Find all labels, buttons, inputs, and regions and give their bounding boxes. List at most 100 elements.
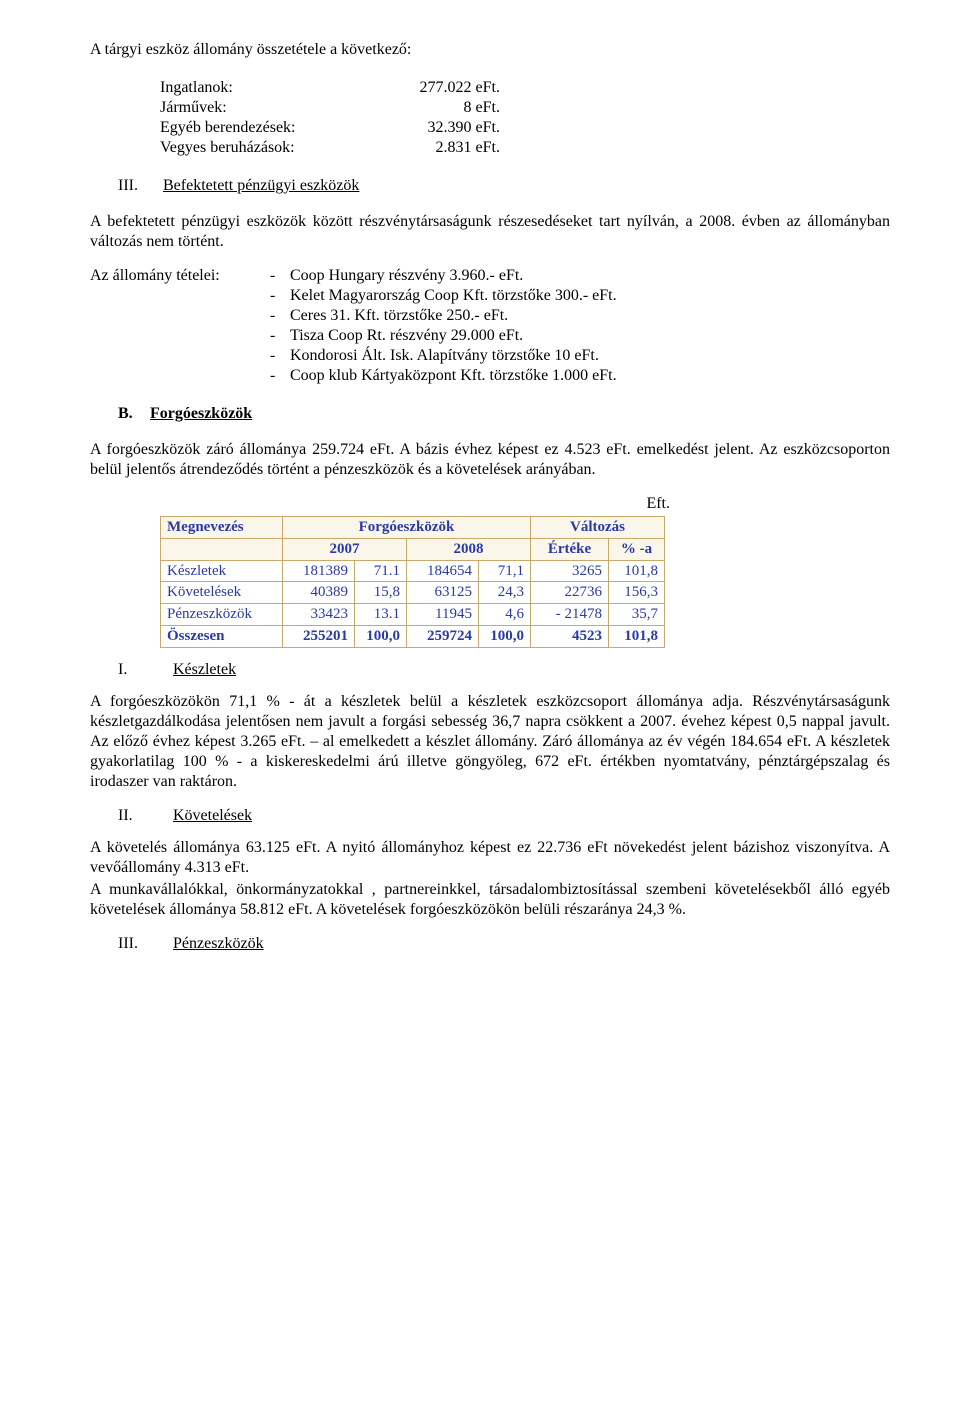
table-cell: 71.1 [355, 560, 407, 582]
asset-label: Egyéb berendezések: [160, 118, 360, 138]
row-name: Összesen [161, 625, 283, 647]
holding-lead [90, 286, 270, 306]
current-assets-paragraph: A forgóeszközök záró állománya 259.724 e… [90, 440, 890, 480]
table-header [161, 538, 283, 560]
asset-value: 32.390 eFt. [360, 118, 500, 138]
table-cell: 101,8 [609, 625, 665, 647]
dash-icon: - [270, 266, 282, 286]
section-number: III. [118, 176, 163, 196]
holding-lead [90, 326, 270, 346]
asset-row: Járművek:8 eFt. [160, 98, 890, 118]
asset-value: 277.022 eFt. [360, 78, 500, 98]
section-title: Forgóeszközök [150, 405, 252, 422]
table-header: 2008 [407, 538, 531, 560]
section-title: Pénzeszközök [173, 934, 264, 954]
table-cell: 156,3 [609, 582, 665, 604]
table-cell: 11945 [407, 604, 479, 626]
table-cell: 259724 [407, 625, 479, 647]
section-i-heading: I. Készletek [90, 660, 890, 680]
table-header: Forgóeszközök [283, 517, 531, 539]
section-number: II. [118, 806, 173, 826]
holdings-list: Az állomány tételei:-Coop Hungary részvé… [90, 266, 890, 386]
table-cell: 15,8 [355, 582, 407, 604]
asset-row: Ingatlanok:277.022 eFt. [160, 78, 890, 98]
holding-row: -Coop klub Kártyaközpont Kft. törzstőke … [90, 366, 890, 386]
section-iii2-heading: III. Pénzeszközök [90, 934, 890, 954]
holding-lead [90, 306, 270, 326]
holding-text: Tisza Coop Rt. részvény 29.000 eFt. [282, 326, 890, 346]
table-cell: 40389 [283, 582, 355, 604]
asset-value: 8 eFt. [360, 98, 500, 118]
table-cell: 3265 [531, 560, 609, 582]
asset-label: Ingatlanok: [160, 78, 360, 98]
table-cell: 4,6 [479, 604, 531, 626]
table-cell: 181389 [283, 560, 355, 582]
holding-text: Coop klub Kártyaközpont Kft. törzstőke 1… [282, 366, 890, 386]
intro-paragraph: A tárgyi eszköz állomány összetétele a k… [90, 40, 890, 60]
row-name: Pénzeszközök [161, 604, 283, 626]
holding-row: -Kondorosi Ált. Isk. Alapítvány törzstők… [90, 346, 890, 366]
holding-lead: Az állomány tételei: [90, 266, 270, 286]
row-name: Követelések [161, 582, 283, 604]
table-cell: 22736 [531, 582, 609, 604]
dash-icon: - [270, 286, 282, 306]
row-name: Készletek [161, 560, 283, 582]
section-ii-heading: II. Követelések [90, 806, 890, 826]
dash-icon: - [270, 306, 282, 326]
inventory-paragraph: A forgóeszközökön 71,1 % - át a készlete… [90, 692, 890, 792]
dash-icon: - [270, 346, 282, 366]
table-cell: 35,7 [609, 604, 665, 626]
holding-row: -Ceres 31. Kft. törzstőke 250.- eFt. [90, 306, 890, 326]
table-row: Összesen255201100,0259724100,04523101,8 [161, 625, 665, 647]
table-cell: 100,0 [355, 625, 407, 647]
table-row: Készletek18138971.118465471,13265101,8 [161, 560, 665, 582]
asset-row: Vegyes beruházások:2.831 eFt. [160, 138, 890, 158]
section-iii-heading: III. Befektetett pénzügyi eszközök [90, 176, 890, 196]
holding-row: Az állomány tételei:-Coop Hungary részvé… [90, 266, 890, 286]
current-assets-table: MegnevezésForgóeszközökVáltozás20072008É… [160, 516, 665, 648]
holding-lead [90, 366, 270, 386]
asset-value: 2.831 eFt. [360, 138, 500, 158]
table-header: Változás [531, 517, 665, 539]
holding-text: Kelet Magyarország Coop Kft. törzstőke 3… [282, 286, 890, 306]
receivables-paragraph-1: A követelés állománya 63.125 eFt. A nyit… [90, 838, 890, 878]
table-cell: 63125 [407, 582, 479, 604]
table-cell: 24,3 [479, 582, 531, 604]
table-header: 2007 [283, 538, 407, 560]
holding-text: Kondorosi Ált. Isk. Alapítvány törzstőke… [282, 346, 890, 366]
eft-unit-label: Eft. [90, 494, 890, 514]
table-cell: 101,8 [609, 560, 665, 582]
dash-icon: - [270, 326, 282, 346]
asset-list: Ingatlanok:277.022 eFt.Járművek:8 eFt.Eg… [90, 78, 890, 158]
section-letter: B. [118, 404, 146, 424]
table-header: Megnevezés [161, 517, 283, 539]
table-cell: 4523 [531, 625, 609, 647]
asset-row: Egyéb berendezések:32.390 eFt. [160, 118, 890, 138]
table-cell: 71,1 [479, 560, 531, 582]
section-title: Követelések [173, 806, 252, 826]
receivables-paragraph-2: A munkavállalókkal, önkormányzatokkal , … [90, 880, 890, 920]
section-title: Befektetett pénzügyi eszközök [163, 176, 359, 196]
table-row: Pénzeszközök3342313.1119454,6- 2147835,7 [161, 604, 665, 626]
holding-text: Ceres 31. Kft. törzstőke 250.- eFt. [282, 306, 890, 326]
holding-row: -Kelet Magyarország Coop Kft. törzstőke … [90, 286, 890, 306]
section-title: Készletek [173, 660, 236, 680]
asset-label: Járművek: [160, 98, 360, 118]
holding-lead [90, 346, 270, 366]
holding-row: -Tisza Coop Rt. részvény 29.000 eFt. [90, 326, 890, 346]
dash-icon: - [270, 366, 282, 386]
table-cell: 33423 [283, 604, 355, 626]
asset-label: Vegyes beruházások: [160, 138, 360, 158]
table-cell: 100,0 [479, 625, 531, 647]
table-row: Követelések4038915,86312524,322736156,3 [161, 582, 665, 604]
table-cell: 13.1 [355, 604, 407, 626]
section-number: III. [118, 934, 173, 954]
table-cell: 255201 [283, 625, 355, 647]
holding-text: Coop Hungary részvény 3.960.- eFt. [282, 266, 890, 286]
invested-assets-paragraph: A befektetett pénzügyi eszközök között r… [90, 212, 890, 252]
section-b-heading: B. Forgóeszközök [90, 404, 890, 424]
section-number: I. [118, 660, 173, 680]
table-header: % -a [609, 538, 665, 560]
table-cell: 184654 [407, 560, 479, 582]
table-cell: - 21478 [531, 604, 609, 626]
